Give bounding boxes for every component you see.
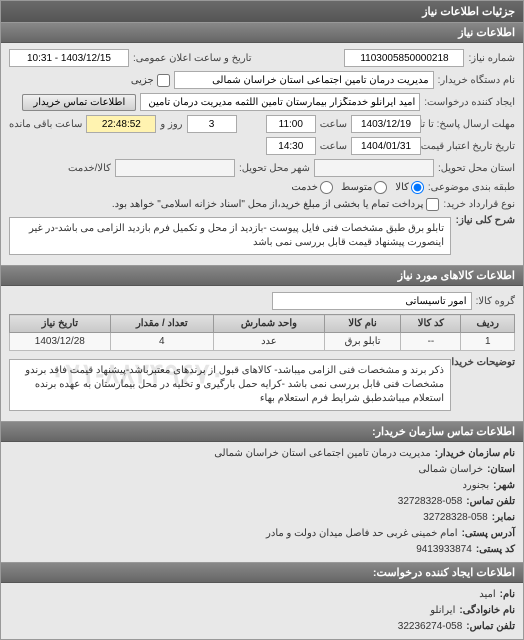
announce-input[interactable]	[9, 49, 129, 67]
phone-value: 32728328-058	[398, 494, 463, 510]
pkg-service-radio[interactable]: خدمت	[291, 181, 333, 194]
cell-row: 1	[461, 333, 515, 351]
order-label: کالا/خدمت	[68, 163, 111, 174]
contract-type-label: نوع قرارداد خرید:	[443, 199, 515, 210]
city-label: شهر:	[493, 478, 515, 494]
postal-label: آدرس پستی:	[462, 526, 515, 542]
phone-label: تلفن تماس:	[466, 494, 515, 510]
days-label: روز و	[160, 119, 182, 130]
deadline-time-input[interactable]	[266, 115, 316, 133]
time-remaining-label: ساعت باقی مانده	[9, 119, 82, 130]
pkg-all-radio[interactable]: کالا	[395, 181, 424, 194]
section-requester: اطلاعات ایجاد کننده درخواست:	[1, 562, 523, 583]
delivery-city-input[interactable]	[115, 159, 235, 177]
fax-label: نمابر:	[492, 510, 515, 526]
col-qty: تعداد / مقدار	[110, 315, 213, 333]
partial-checkbox[interactable]: جزیی	[131, 74, 170, 87]
validity-time-input[interactable]	[266, 137, 316, 155]
goods-table: ردیف کد کالا نام کالا واحد شمارش تعداد /…	[9, 314, 515, 351]
req-phone-label: تلفن تماس:	[466, 619, 515, 635]
delivery-province-label: استان محل تحویل:	[438, 163, 515, 174]
requester-label: ایجاد کننده درخواست:	[424, 97, 515, 108]
postal-value: امام خمینی غربی حد فاصل میدان دولت و ماد…	[266, 526, 458, 542]
col-row: ردیف	[461, 315, 515, 333]
announce-label: تاریخ و ساعت اعلان عمومی:	[133, 53, 252, 64]
watermark-phone: ۰۲۱-۸۸۲۴۹۶۷۰	[50, 354, 225, 393]
buyer-notes-box: ذکر برند و مشخصات فنی الزامی میباشد- کال…	[9, 359, 451, 411]
section-need-info: اطلاعات نیاز	[1, 22, 523, 43]
description-box: تابلو برق طبق مشخصات فنی فایل پیوست -باز…	[9, 217, 451, 255]
goods-area: گروه کالا: ردیف کد کالا نام کالا واحد شم…	[1, 286, 523, 421]
days-remaining-input	[187, 115, 237, 133]
fax-value: 32728328-058	[423, 510, 488, 526]
device-label: نام دستگاه خریدار:	[438, 75, 515, 86]
request-no-input[interactable]	[344, 49, 464, 67]
req-family-label: نام خانوادگی:	[459, 603, 515, 619]
buyer-contact-block: نام سازمان خریدار:مدیریت درمان تامین اجت…	[1, 442, 523, 562]
validity-date-input[interactable]	[351, 137, 421, 155]
cell-unit: عدد	[214, 333, 325, 351]
province-value: خراسان شمالی	[418, 462, 483, 478]
cell-qty: 4	[110, 333, 213, 351]
pkg-mid-radio[interactable]: متوسط	[341, 181, 387, 194]
req-name-value: امید	[479, 587, 495, 603]
payment-note: پرداخت تمام یا بخشی از مبلغ خرید،از محل …	[112, 199, 424, 210]
payment-checkbox[interactable]: پرداخت تمام یا بخشی از مبلغ خرید،از محل …	[112, 198, 440, 211]
partial-checkbox-label: جزیی	[131, 75, 154, 86]
province-label: استان:	[487, 462, 515, 478]
notes-label: توضیحات خریدار:	[455, 357, 515, 368]
city-value: بجنورد	[462, 478, 489, 494]
need-info-form: شماره نیاز: تاریخ و ساعت اعلان عمومی: نا…	[1, 43, 523, 265]
details-window: جزئیات اطلاعات نیاز اطلاعات نیاز شماره ن…	[0, 0, 524, 640]
packaging-radio-group: کالا متوسط خدمت	[291, 181, 424, 194]
requester-input[interactable]	[140, 93, 420, 111]
packaging-label: طبقه بندی موضوعی:	[428, 182, 515, 193]
time-remaining-input	[86, 115, 156, 133]
col-unit: واحد شمارش	[214, 315, 325, 333]
cell-code: --	[401, 333, 461, 351]
validity-label: تاریخ تاریخ اعتبار قیمت: تا تاریخ:	[425, 141, 515, 152]
device-input[interactable]	[174, 71, 434, 89]
request-no-label: شماره نیاز:	[468, 53, 515, 64]
section-goods: اطلاعات کالاهای مورد نیاز	[1, 265, 523, 286]
window-title: جزئیات اطلاعات نیاز	[422, 6, 515, 18]
postcode-label: کد پستی:	[476, 542, 515, 558]
req-family-value: ایرانلو	[430, 603, 455, 619]
col-date: تاریخ نیاز	[10, 315, 111, 333]
group-label: گروه کالا:	[476, 296, 515, 307]
delivery-city-label: شهر محل تحویل:	[239, 163, 310, 174]
requester-block: نام: امید نام خانوادگی:ایرانلو تلفن تماس:…	[1, 583, 523, 639]
partial-checkbox-input[interactable]	[157, 74, 170, 87]
deadline-label: مهلت ارسال پاسخ: تا تاریخ:	[425, 119, 515, 130]
col-name: نام کالا	[324, 315, 401, 333]
payment-checkbox-input[interactable]	[426, 198, 439, 211]
time-label-1: ساعت	[320, 119, 347, 130]
group-input[interactable]	[272, 292, 472, 310]
col-code: کد کالا	[401, 315, 461, 333]
buyer-contact-button[interactable]: اطلاعات تماس خریدار	[22, 94, 136, 111]
time-label-2: ساعت	[320, 141, 347, 152]
cell-date: 1403/12/28	[10, 333, 111, 351]
table-header-row: ردیف کد کالا نام کالا واحد شمارش تعداد /…	[10, 315, 515, 333]
req-name-label: نام:	[500, 587, 515, 603]
section-buyer-contact: اطلاعات تماس سازمان خریدار:	[1, 421, 523, 442]
org-value: مدیریت درمان تامین اجتماعی استان خراسان …	[214, 446, 431, 462]
org-label: نام سازمان خریدار:	[435, 446, 515, 462]
window-titlebar: جزئیات اطلاعات نیاز	[1, 1, 523, 22]
req-phone-value: 32236274-058	[398, 619, 463, 635]
deadline-date-input[interactable]	[351, 115, 421, 133]
postcode-value: 9413933874	[416, 542, 472, 558]
desc-label: شرح کلی نیاز:	[455, 215, 515, 226]
delivery-province-input[interactable]	[314, 159, 434, 177]
table-row[interactable]: 1 -- تابلو برق عدد 4 1403/12/28	[10, 333, 515, 351]
cell-name: تابلو برق	[324, 333, 401, 351]
